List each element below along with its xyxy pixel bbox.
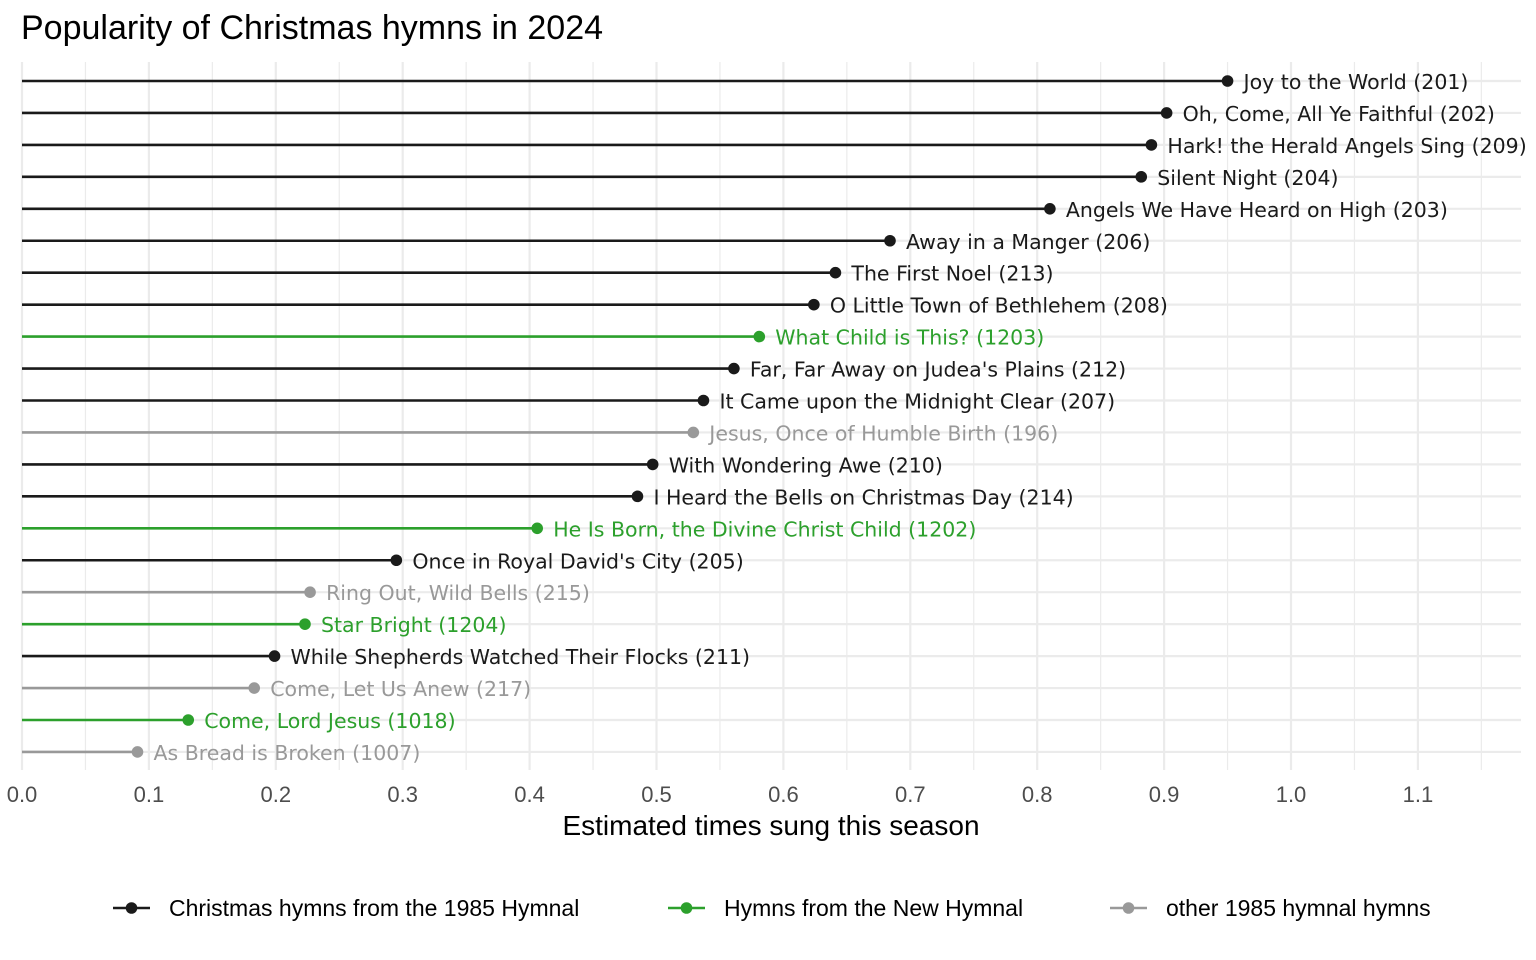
point-label: While Shepherds Watched Their Flocks (21… [291, 645, 751, 669]
legend-label: other 1985 hymnal hymns [1166, 895, 1431, 921]
lollipop-row: Once in Royal David's City (205) [22, 549, 744, 573]
point-label: Come, Let Us Anew (217) [270, 677, 531, 701]
lollipop-row: I Heard the Bells on Christmas Day (214) [22, 485, 1074, 509]
point-label: Joy to the World (201) [1242, 70, 1469, 94]
lollipop-point [1135, 171, 1148, 183]
lollipop-point [884, 234, 896, 247]
lollipop-row: Away in a Manger (206) [22, 230, 1150, 254]
lollipop-row: Star Bright (1204) [22, 613, 506, 637]
x-tick-label: 0.6 [768, 782, 799, 807]
x-axis-ticks: 0.0 0.1 0.2 0.3 0.4 0.5 0.6 0.7 0.8 0.9 1.0 1.1 [7, 782, 1433, 807]
x-tick-label: 0.4 [514, 782, 545, 807]
lollipop-point [646, 458, 659, 471]
point-label: Oh, Come, All Ye Faithful (202) [1183, 102, 1495, 126]
x-tick-label: 0.0 [7, 782, 38, 807]
legend-key-point [125, 902, 138, 914]
point-label: Once in Royal David's City (205) [412, 549, 743, 573]
lollipop-point [631, 490, 644, 503]
point-label: Come, Lord Jesus (1018) [204, 709, 455, 733]
lollipop-point [687, 426, 700, 439]
point-label: Angels We Have Heard on High (203) [1066, 198, 1448, 222]
legend-item: other 1985 hymnal hymns [1110, 895, 1431, 921]
point-label: He Is Born, the Divine Christ Child (120… [553, 517, 976, 541]
lollipop-point [808, 298, 820, 311]
x-tick-label: 0.7 [895, 782, 926, 807]
lollipop-row: Silent Night (204) [22, 166, 1339, 190]
point-label: What Child is This? (1203) [775, 326, 1044, 350]
lollipop-row: Joy to the World (201) [22, 70, 1468, 94]
point-label: Silent Night (204) [1157, 166, 1338, 190]
lollipop-row: Oh, Come, All Ye Faithful (202) [22, 102, 1495, 126]
lollipop-point [182, 714, 195, 726]
lollipop-point [131, 746, 144, 758]
lollipop-point [304, 586, 316, 598]
lollipop-point [1160, 107, 1173, 119]
lollipop-row: Come, Lord Jesus (1018) [22, 709, 456, 733]
lollipop-point [1221, 75, 1234, 87]
lollipop-point [697, 394, 710, 407]
legend: Christmas hymns from the 1985 Hymnal Hymn… [113, 895, 1431, 921]
x-tick-label: 0.5 [641, 782, 672, 807]
point-label: Star Bright (1204) [321, 613, 506, 637]
point-label: With Wondering Awe (210) [669, 453, 943, 477]
point-label: Away in a Manger (206) [906, 230, 1150, 254]
lollipop-row: He Is Born, the Divine Christ Child (120… [22, 517, 976, 541]
lollipop-row: With Wondering Awe (210) [22, 453, 943, 477]
x-tick-label: 0.3 [387, 782, 418, 807]
point-label: The First Noel (213) [850, 262, 1053, 286]
lollipop-row: It Came upon the Midnight Clear (207) [22, 390, 1115, 414]
lollipop-row: Ring Out, Wild Bells (215) [22, 581, 590, 605]
point-label: Ring Out, Wild Bells (215) [326, 581, 590, 605]
point-label: O Little Town of Bethlehem (208) [830, 294, 1168, 318]
point-label: As Bread is Broken (1007) [153, 741, 420, 765]
lollipop-point [728, 362, 740, 375]
lollipop-point [299, 618, 311, 630]
x-tick-label: 0.1 [134, 782, 165, 807]
lollipop-point [1145, 139, 1158, 151]
lollipop-point [531, 522, 544, 535]
x-tick-label: 0.2 [261, 782, 292, 807]
point-label: Hark! the Herald Angels Sing (209) [1167, 134, 1526, 158]
lollipop-point [268, 650, 281, 662]
legend-key-point [1122, 902, 1135, 914]
lollipop-point [390, 554, 403, 567]
legend-label: Christmas hymns from the 1985 Hymnal [169, 895, 579, 921]
lollipop-row: What Child is This? (1203) [22, 326, 1044, 350]
point-label: Jesus, Once of Humble Birth (196) [707, 421, 1058, 445]
x-tick-label: 1.0 [1276, 782, 1307, 807]
legend-item: Hymns from the New Hymnal [668, 895, 1023, 921]
x-tick-label: 0.8 [1022, 782, 1053, 807]
x-tick-label: 1.1 [1403, 782, 1434, 807]
lollipop-row: Come, Let Us Anew (217) [22, 677, 531, 701]
x-axis-label: Estimated times sung this season [562, 810, 979, 841]
lollipop-row: While Shepherds Watched Their Flocks (21… [22, 645, 750, 669]
lollipop-row: The First Noel (213) [22, 262, 1054, 286]
lollipop-point [829, 266, 842, 279]
legend-label: Hymns from the New Hymnal [724, 895, 1023, 921]
legend-item: Christmas hymns from the 1985 Hymnal [113, 895, 579, 921]
lollipop-row: Jesus, Once of Humble Birth (196) [22, 421, 1058, 445]
lollipop-row: As Bread is Broken (1007) [22, 741, 420, 765]
lollipop-point [1044, 203, 1056, 215]
lollipop-series: Joy to the World (201) Oh, Come, All Ye F… [22, 70, 1527, 765]
lollipop-row: O Little Town of Bethlehem (208) [22, 294, 1168, 318]
point-label: It Came upon the Midnight Clear (207) [719, 390, 1115, 414]
lollipop-row: Angels We Have Heard on High (203) [22, 198, 1448, 222]
lollipop-row: Far, Far Away on Judea's Plains (212) [22, 358, 1126, 382]
legend-key-point [680, 902, 693, 914]
lollipop-point [248, 682, 261, 694]
lollipop-point [753, 330, 766, 343]
lollipop-row: Hark! the Herald Angels Sing (209) [22, 134, 1527, 158]
x-tick-label: 0.9 [1149, 782, 1180, 807]
point-label: Far, Far Away on Judea's Plains (212) [750, 358, 1126, 382]
point-label: I Heard the Bells on Christmas Day (214) [653, 485, 1073, 509]
chart-title: Popularity of Christmas hymns in 2024 [21, 9, 603, 47]
